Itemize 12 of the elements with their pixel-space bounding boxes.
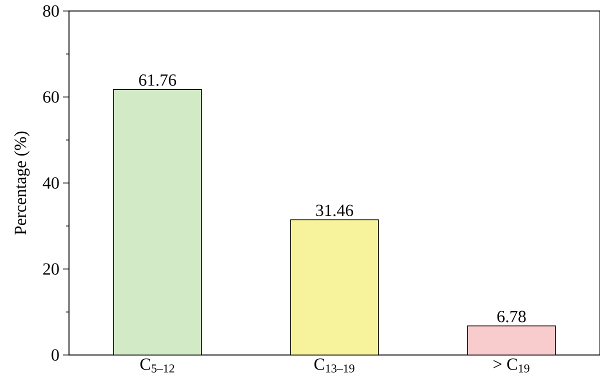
y-axis-title: Percentage (%) bbox=[14, 132, 30, 235]
y-tick-label: 20 bbox=[43, 263, 59, 275]
y-tick-label: 60 bbox=[43, 91, 59, 103]
x-tick-label: C$_{13–19}$ bbox=[314, 358, 354, 372]
data-label: 61.76 bbox=[139, 74, 176, 86]
y-tick-label: 0 bbox=[52, 349, 59, 361]
data-label: 31.46 bbox=[316, 204, 354, 216]
y-tick-label: 40 bbox=[42, 177, 59, 189]
y-tick-label: 80 bbox=[43, 5, 59, 17]
x-tick-label: C$_{5–12}$ bbox=[140, 358, 174, 372]
data-label: 6.78 bbox=[497, 310, 526, 322]
x-tick-label: > C$_{19}$ bbox=[494, 358, 530, 372]
